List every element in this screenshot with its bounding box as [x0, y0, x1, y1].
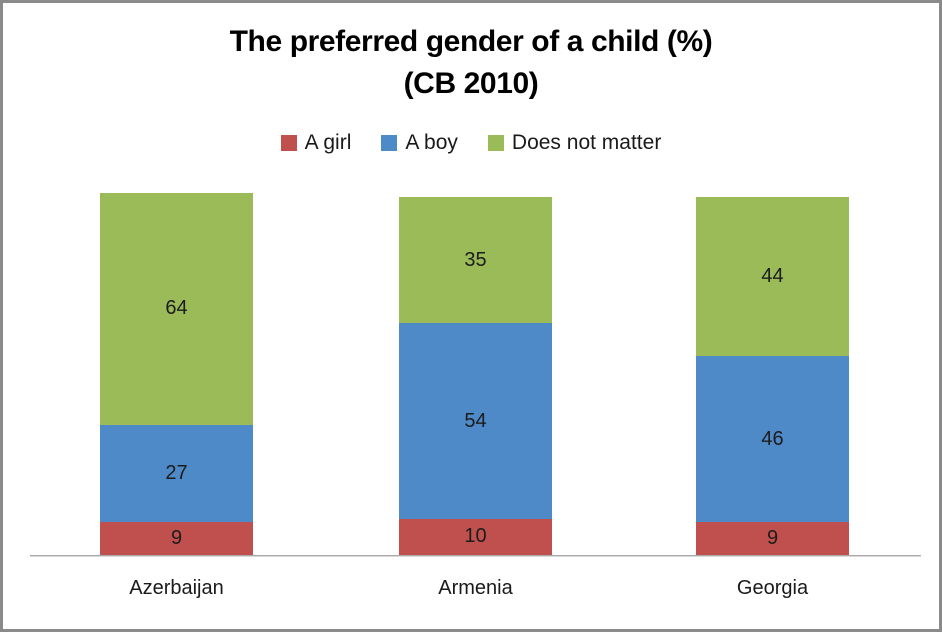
data-label: 9	[766, 527, 779, 550]
x-axis-line	[30, 555, 921, 557]
bar-azerbaijan: 64 27 9	[100, 193, 253, 555]
data-label: 64	[165, 297, 188, 320]
legend: A girl A boy Does not matter	[3, 131, 939, 155]
plot-area: 64 27 9 35 54 10 44 46 9	[30, 193, 921, 557]
bar-segment-azerbaijan-a-girl: 9	[100, 522, 253, 555]
bar-segment-georgia-does-not-matter: 44	[696, 196, 849, 356]
data-label: 10	[464, 525, 487, 548]
data-label: 54	[464, 409, 487, 432]
legend-swatch-a-girl	[280, 135, 297, 151]
legend-label: A girl	[304, 131, 352, 154]
category-label-azerbaijan: Azerbaijan	[129, 577, 224, 599]
bar-segment-azerbaijan-does-not-matter: 64	[100, 193, 253, 425]
chart-title: The preferred gender of a child (%) (CB …	[3, 21, 939, 105]
legend-swatch-does-not-matter	[487, 135, 504, 151]
bar-armenia: 35 54 10	[399, 196, 552, 555]
bar-segment-armenia-a-girl: 10	[399, 518, 552, 555]
legend-item-does-not-matter: Does not matter	[487, 131, 662, 155]
legend-item-a-boy: A boy	[381, 131, 458, 155]
chart-title-line1: The preferred gender of a child (%)	[229, 25, 713, 58]
category-label-armenia: Armenia	[438, 577, 513, 599]
data-label: 44	[761, 264, 784, 287]
data-label: 46	[761, 427, 784, 450]
bar-segment-georgia-a-boy: 46	[696, 355, 849, 523]
bar-segment-armenia-does-not-matter: 35	[399, 196, 552, 324]
bar-georgia: 44 46 9	[696, 196, 849, 555]
bar-segment-georgia-a-girl: 9	[696, 522, 849, 555]
data-label: 9	[170, 527, 183, 550]
legend-item-a-girl: A girl	[280, 131, 352, 155]
chart-title-line2: (CB 2010)	[403, 67, 539, 100]
category-axis: Azerbaijan Armenia Georgia	[30, 577, 921, 603]
data-label: 27	[165, 462, 188, 485]
legend-label: Does not matter	[511, 131, 662, 154]
category-label-georgia: Georgia	[736, 577, 809, 599]
legend-label: A boy	[405, 131, 458, 154]
legend-swatch-a-boy	[381, 135, 398, 151]
data-label: 35	[464, 248, 487, 271]
bar-segment-azerbaijan-a-boy: 27	[100, 424, 253, 523]
bar-segment-armenia-a-boy: 54	[399, 323, 552, 519]
